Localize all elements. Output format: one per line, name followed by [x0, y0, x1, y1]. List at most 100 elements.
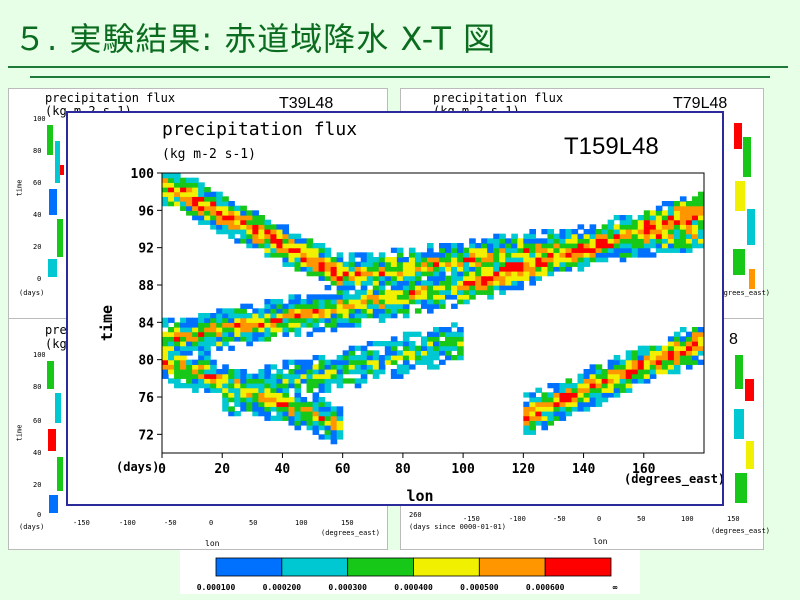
heatmap-cell	[258, 387, 265, 393]
heatmap-cell	[445, 327, 452, 333]
x-tick-label: 120	[512, 462, 536, 477]
heatmap-cell	[577, 378, 585, 384]
heatmap-cell	[252, 313, 259, 319]
heatmap-cell	[613, 233, 621, 239]
heatmap-cell	[505, 285, 512, 291]
panel-bl-xtick: 50	[249, 519, 258, 527]
heatmap-cell	[420, 303, 428, 309]
heatmap-cell	[378, 289, 386, 295]
heatmap-cell	[294, 261, 302, 267]
heatmap-cell	[174, 173, 181, 179]
heatmap-cell	[439, 303, 446, 309]
heatmap-cell	[553, 257, 561, 263]
heatmap-cell	[288, 261, 296, 267]
heatmap-cell	[396, 308, 404, 314]
heatmap-cell	[595, 247, 603, 253]
heatmap-cell	[318, 261, 326, 267]
panel-bl-ytick: 20	[33, 481, 42, 489]
heatmap-cell	[306, 411, 314, 417]
heatmap-cell	[372, 308, 380, 314]
heatmap-cell	[312, 299, 320, 305]
heatmap-cell	[559, 383, 567, 389]
heatmap-cell	[228, 205, 235, 211]
heatmap-cell	[697, 201, 704, 207]
heatmap-cell	[378, 266, 386, 272]
heatmap-cell	[294, 247, 302, 253]
heatmap-cell	[631, 350, 639, 356]
heatmap-cell	[240, 219, 247, 225]
heatmap-cell	[318, 271, 326, 277]
heatmap-cell	[673, 229, 681, 235]
heatmap-cell	[457, 294, 464, 300]
heatmap-cell	[312, 392, 320, 398]
heatmap-cell	[210, 201, 217, 207]
heatmap-cell	[180, 327, 187, 333]
heatmap-cell	[336, 285, 344, 291]
heatmap-cell	[366, 299, 374, 305]
heatmap-cell	[487, 289, 494, 295]
heatmap-cell	[306, 373, 314, 379]
heatmap-cell	[330, 271, 338, 277]
heatmap-cell	[685, 210, 693, 216]
heatmap-cell	[523, 271, 530, 277]
heatmap-cell	[547, 397, 555, 403]
heatmap-cell	[288, 397, 296, 403]
heatmap-cell	[679, 238, 687, 244]
heatmap-cell	[595, 252, 603, 258]
heatmap-cell	[282, 411, 290, 417]
heatmap-cell	[336, 378, 344, 384]
heatmap-cell	[475, 266, 482, 272]
heatmap-cell	[553, 401, 561, 407]
heatmap-cell	[631, 378, 639, 384]
heatmap-cell	[240, 215, 247, 221]
heatmap-cell	[378, 355, 386, 361]
heatmap-cell	[445, 275, 452, 281]
heatmap-cell	[523, 406, 530, 412]
heatmap-cell	[679, 359, 687, 365]
heatmap-cell	[270, 303, 278, 309]
heatmap-cell	[234, 392, 241, 398]
heatmap-cell	[210, 317, 217, 323]
heatmap-cell	[162, 182, 169, 188]
heatmap-cell	[294, 392, 302, 398]
heatmap-cell	[258, 238, 265, 244]
heatmap-cell	[312, 247, 320, 253]
panel-bl-xtick: -100	[119, 519, 136, 527]
heatmap-cell	[697, 191, 704, 197]
heatmap-cell	[541, 397, 549, 403]
heatmap-cell	[222, 327, 229, 333]
heatmap-cell	[312, 313, 320, 319]
heatmap-cell	[384, 345, 392, 351]
heatmap-cell	[162, 373, 169, 379]
heatmap-cell	[697, 341, 704, 347]
heatmap-cell	[246, 336, 253, 342]
heatmap-cell	[523, 247, 530, 253]
heatmap-cell	[595, 369, 603, 375]
heatmap-cell	[210, 359, 217, 365]
panel-bl-xtick: 150	[341, 519, 354, 527]
heatmap-cell	[565, 243, 573, 249]
heatmap-cell	[589, 243, 597, 249]
heatmap-cell	[685, 233, 693, 239]
heatmap-cell	[198, 345, 205, 351]
heatmap-cell	[306, 303, 314, 309]
heatmap-cell	[198, 350, 205, 356]
heatmap-cell	[246, 210, 253, 216]
heatmap-cell	[463, 294, 470, 300]
heatmap-cell	[487, 243, 494, 249]
heatmap-cell	[204, 196, 211, 202]
heatmap-cell	[282, 233, 290, 239]
heatmap-cell	[366, 280, 374, 286]
heatmap-cell	[276, 313, 284, 319]
heatmap-cell	[547, 401, 555, 407]
heatmap-cell	[288, 257, 296, 263]
heatmap-cell	[300, 359, 308, 365]
heatmap-cell	[529, 261, 536, 267]
heatmap-cell	[252, 317, 259, 323]
heatmap-cell	[433, 266, 440, 272]
heatmap-cell	[408, 341, 416, 347]
heatmap-cell	[330, 327, 338, 333]
heatmap-cell	[198, 191, 205, 197]
heatmap-cell	[691, 233, 699, 239]
heatmap-cell	[673, 210, 681, 216]
